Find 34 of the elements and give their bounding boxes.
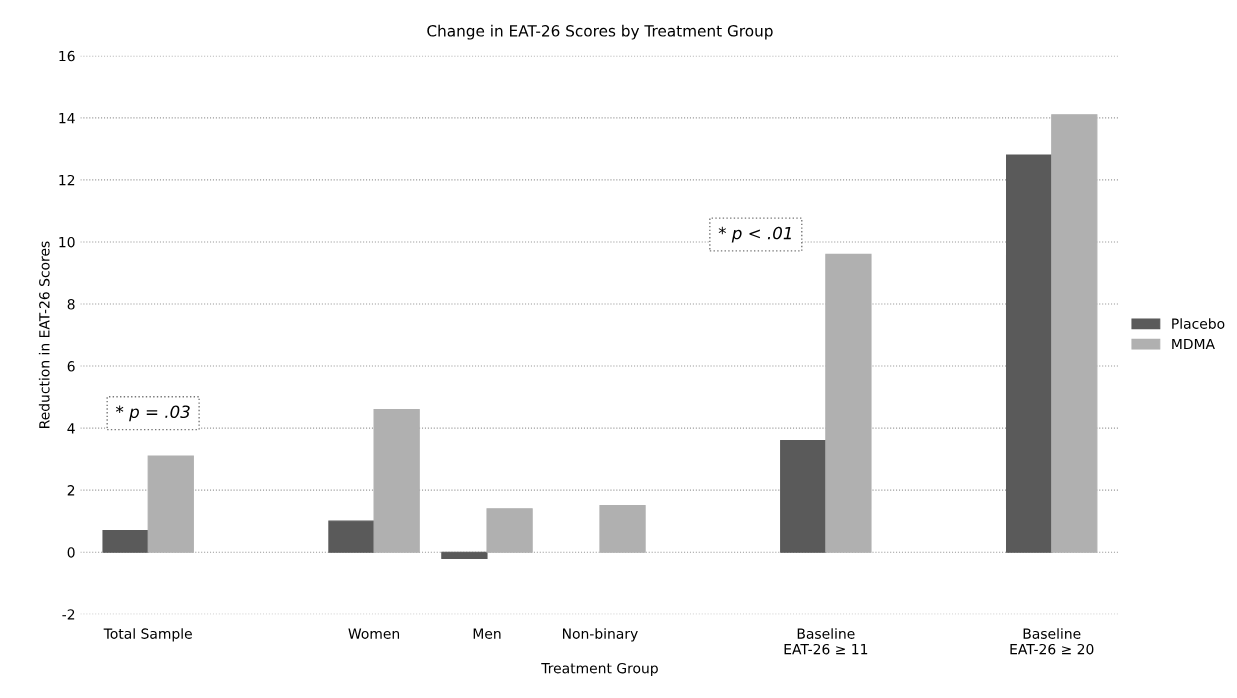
- bar: [486, 508, 533, 553]
- y-tick-label: 4: [67, 423, 75, 434]
- x-tick-label: Total Sample: [103, 628, 192, 642]
- bar: [599, 505, 646, 553]
- x-tick-label: Non-binary: [563, 628, 638, 642]
- bar: [373, 408, 420, 553]
- bar: [441, 551, 488, 559]
- y-tick-label: 0: [67, 547, 75, 558]
- bar: [780, 439, 827, 553]
- x-tick-label: Baseline EAT-26 ≥ 20: [1010, 628, 1094, 655]
- y-tick-label: 2: [67, 485, 75, 496]
- bar: [1005, 154, 1053, 553]
- x-axis-title: Treatment Group: [541, 662, 658, 677]
- bar: [102, 529, 149, 553]
- legend-label: Placebo: [1172, 318, 1225, 329]
- bar: [1051, 114, 1098, 553]
- x-tick-label: Baseline EAT-26 ≥ 11: [784, 628, 868, 655]
- y-tick-label: 12: [59, 174, 75, 186]
- y-tick-label: 6: [67, 361, 75, 372]
- bar: [825, 253, 872, 553]
- annotation: * p = .03: [116, 405, 190, 422]
- x-tick-label: Women: [348, 628, 400, 639]
- y-tick-label: 16: [59, 50, 75, 62]
- y-tick-label: 8: [67, 298, 75, 310]
- x-tick-label: Men: [473, 628, 501, 639]
- y-axis-title: Reduction in EAT-26 Scores: [38, 241, 50, 428]
- y-tick-label: 10: [59, 236, 75, 248]
- bar: [328, 520, 375, 553]
- y-tick-label: -2: [62, 609, 75, 620]
- annotation: * p < .01: [718, 226, 791, 243]
- legend-label: MDMA: [1172, 338, 1215, 350]
- bar: [147, 455, 194, 553]
- y-tick-label: 14: [59, 113, 75, 124]
- chart-title: Change in EAT-26 Scores by Treatment Group: [427, 24, 773, 40]
